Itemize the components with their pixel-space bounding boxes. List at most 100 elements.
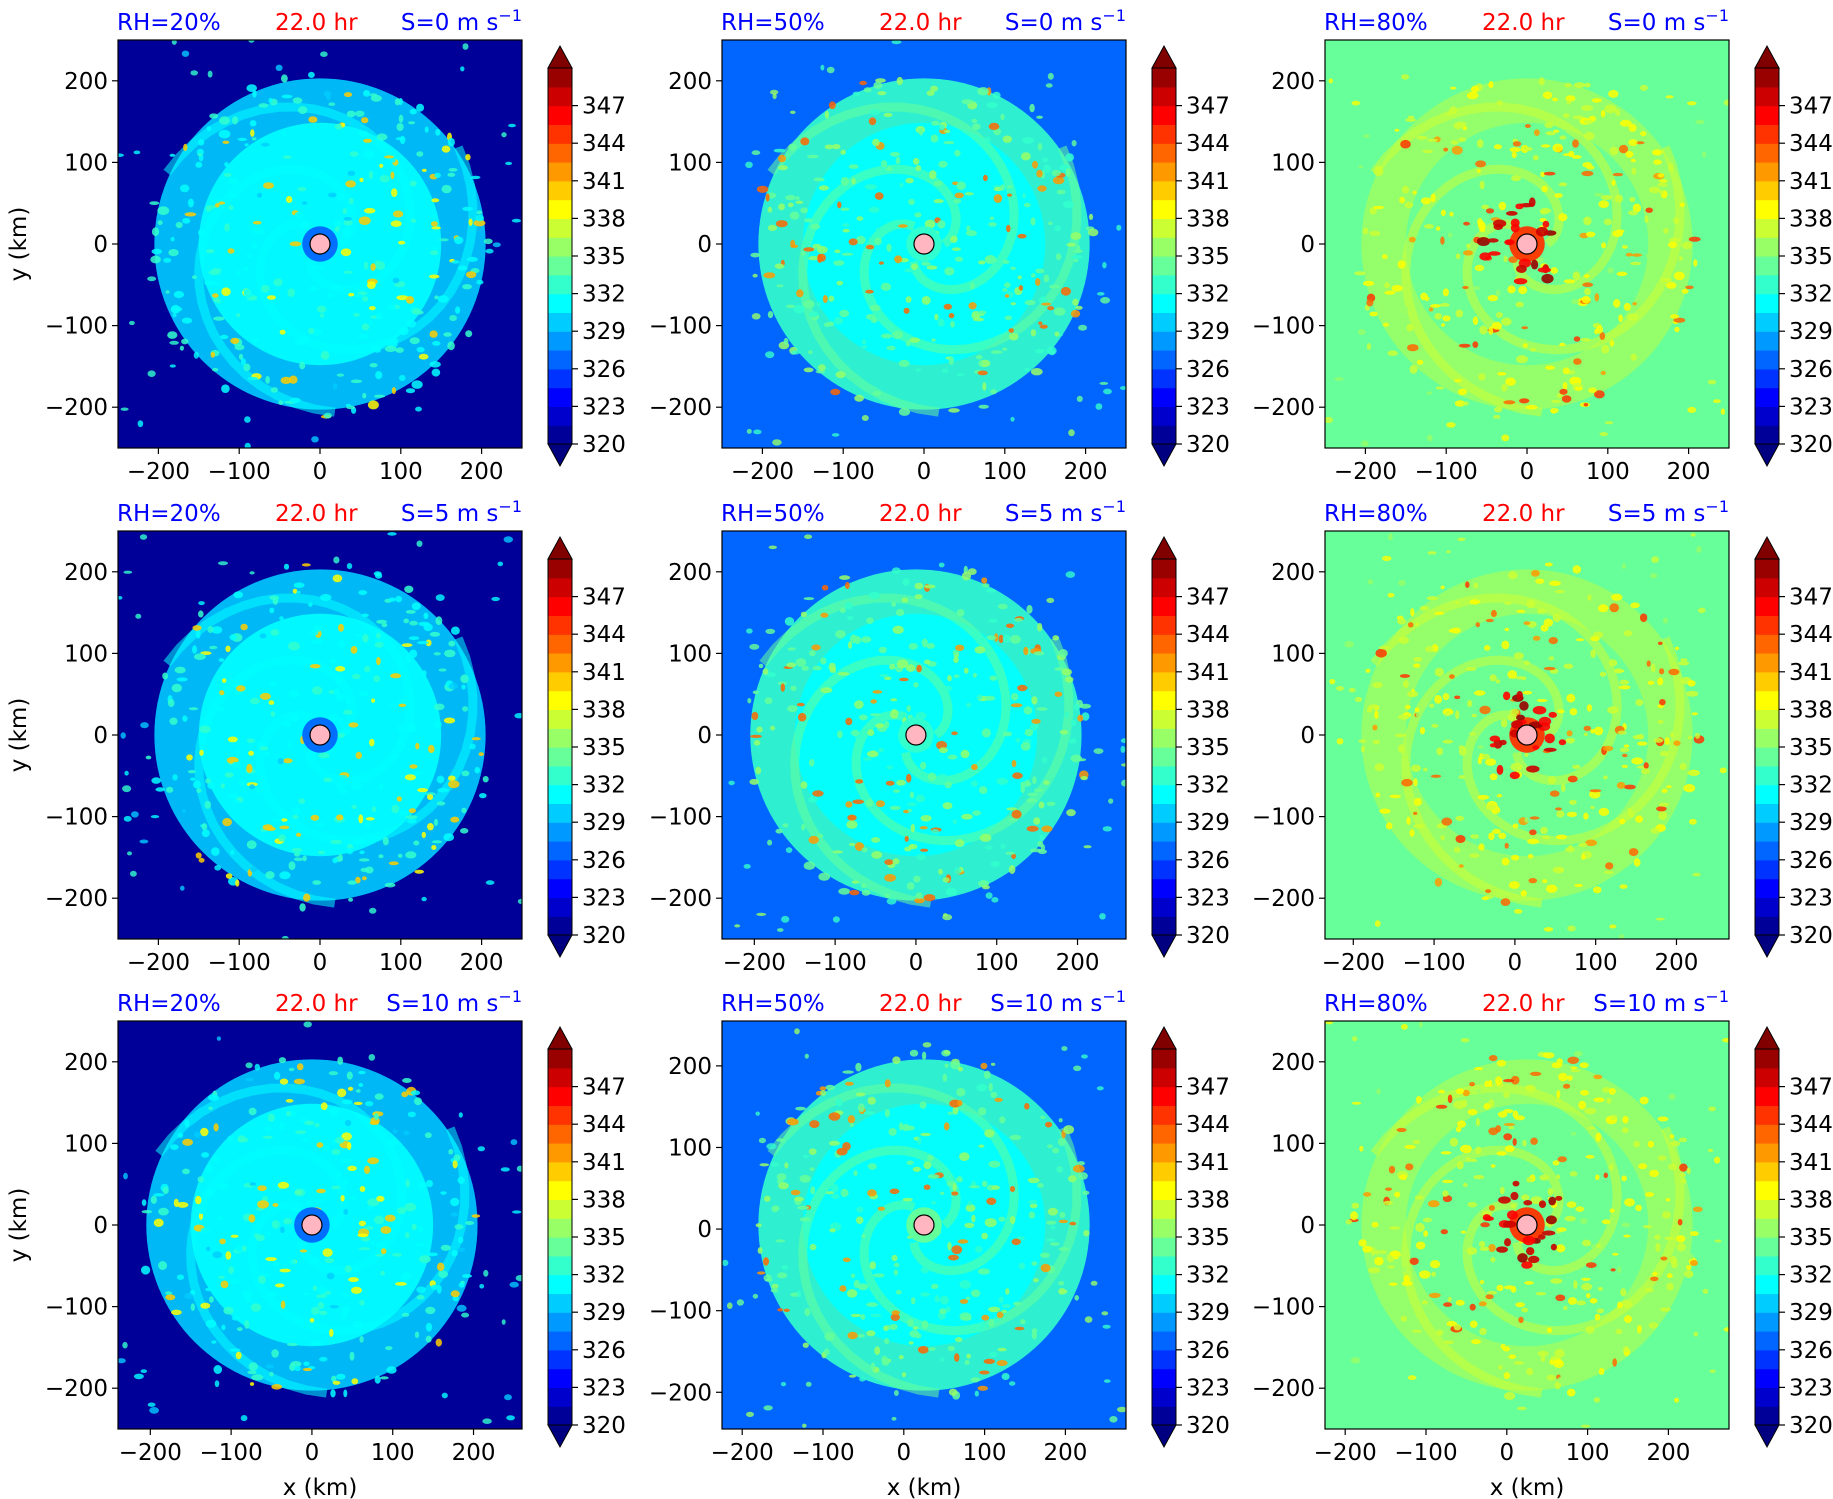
y-axis-label: y (km) [6,207,32,282]
convective-cells [118,532,522,939]
colorbar-tick-label: 347 [1789,585,1833,611]
y-tick-label: −200 [1252,886,1315,912]
storm-center-marker [1516,1214,1538,1236]
y-tick-label: −100 [1252,805,1315,831]
colorbar-tick-label: 332 [582,773,626,799]
colorbar: 320 323 326 329 332 335 338 341 344 347 [1754,44,1833,468]
convective-cells [745,40,1126,446]
colorbar-tick-label: 347 [582,94,626,120]
colorbar-tick-label: 338 [1789,1187,1833,1213]
time-label: 22.0 hr [879,10,962,36]
x-tick-label: 0 [313,459,328,485]
shear-label: S=5 m s−1 [401,497,522,527]
colorbar-tick-label: 347 [1186,585,1230,611]
colorbar-tick-label: 326 [1789,1338,1833,1364]
y-tick-label: −100 [1252,314,1315,340]
y-tick-label: −100 [649,314,712,340]
colorbar-tick-label: 323 [1186,885,1230,911]
colorbar-tick-label: 335 [1789,244,1833,270]
colorbar-extend-min [1151,934,1177,959]
x-tick-label: −100 [208,950,271,976]
colorbar-tick-label: 347 [1789,94,1833,120]
convective-cells [1325,1021,1729,1428]
x-tick-label: −200 [731,459,794,485]
y-tick-label: −100 [45,805,108,831]
colorbar-tick-label: 335 [1789,1225,1833,1251]
y-tick-label: 200 [64,69,108,95]
x-tick-label: 200 [1056,950,1100,976]
colorbar-tick-label: 344 [1789,1112,1833,1138]
x-tick-label: −100 [812,459,875,485]
x-axis-label: x (km) [283,1475,358,1499]
panel-1: −200 −100 0 100 200 −200 −100 0 100 200 RH=20% 22.0… [6,6,626,485]
colorbar-tick-label: 326 [582,848,626,874]
y-tick-label: 0 [93,1213,108,1239]
x-tick-label: 0 [313,950,328,976]
x-axis-label: x (km) [1490,1475,1565,1499]
colorbar-tick-label: 320 [582,432,626,458]
colorbar-tick-label: 347 [1186,94,1230,120]
colorbar-tick-label: 344 [1186,622,1230,648]
storm-center-marker [1516,724,1538,746]
colorbar-tick-label: 332 [1186,773,1230,799]
time-label: 22.0 hr [1482,501,1565,527]
colorbar-tick-label: 341 [582,169,626,195]
colorbar-tick-label: 332 [1789,773,1833,799]
colorbar-extend-min [1754,443,1780,468]
time-label: 22.0 hr [879,991,962,1017]
x-tick-label: 100 [1574,950,1618,976]
colorbar-tick-label: 335 [582,244,626,270]
x-tick-label: 100 [379,459,423,485]
colorbar-tick-label: 344 [1789,131,1833,157]
y-tick-label: −200 [45,886,108,912]
colorbar-tick-label: 326 [582,1338,626,1364]
colorbar-tick-label: 320 [582,1413,626,1439]
shear-label: S=0 m s−1 [401,6,522,36]
y-tick-label: −200 [649,395,712,421]
panel-4: −200 −100 0 100 200 −200 −100 0 100 200 RH=20% 22.0… [6,497,626,976]
y-tick-label: 0 [1300,1213,1315,1239]
y-tick-label: 100 [668,1135,712,1161]
colorbar-tick-label: 326 [1789,848,1833,874]
x-tick-label: −200 [711,1440,774,1466]
y-tick-label: 200 [1271,69,1315,95]
colorbar-tick-label: 341 [1186,660,1230,686]
colorbar: 320 323 326 329 332 335 338 341 344 347 [1754,535,1833,959]
time-label: 22.0 hr [275,991,358,1017]
y-tick-label: −100 [45,314,108,340]
x-tick-label: 0 [909,950,924,976]
y-tick-label: 100 [668,641,712,667]
colorbar-extend-max [1754,535,1780,560]
x-tick-label: −200 [119,1440,182,1466]
colorbar-tick-label: 335 [1186,735,1230,761]
colorbar: 320 323 326 329 332 335 338 341 344 347 [547,535,626,959]
x-tick-label: 200 [1646,1440,1690,1466]
colorbar-tick-label: 344 [1186,1112,1230,1138]
shear-label: S=5 m s−1 [1608,497,1729,527]
y-tick-label: −200 [649,886,712,912]
colorbar-tick-label: 329 [1789,319,1833,345]
y-tick-label: −200 [45,395,108,421]
y-tick-label: 0 [697,1217,712,1243]
storm-center-marker [913,233,935,255]
colorbar-tick-label: 347 [1186,1075,1230,1101]
colorbar-extend-min [1754,934,1780,959]
x-tick-label: −100 [1394,1440,1457,1466]
rh-label: RH=50% [721,10,825,36]
colorbar-extend-min [1151,443,1177,468]
x-tick-label: 100 [983,459,1027,485]
x-tick-label: 0 [305,1440,320,1466]
y-axis-label: y (km) [6,698,32,773]
time-label: 22.0 hr [275,10,358,36]
x-tick-label: 100 [1586,459,1630,485]
colorbar-tick-label: 341 [1789,169,1833,195]
colorbar-extend-min [1754,1424,1780,1449]
colorbar-tick-label: 323 [1789,394,1833,420]
panel-8: −200 −100 0 100 200 −200 −100 0 100 200 RH=50% 22.0… [649,987,1230,1499]
colorbar-tick-label: 320 [1186,923,1230,949]
colorbar-tick-label: 341 [1789,1150,1833,1176]
y-tick-label: −200 [1252,395,1315,421]
axes-frame [721,1020,1127,1430]
y-tick-label: −100 [649,1299,712,1325]
colorbar-tick-label: 344 [582,1112,626,1138]
